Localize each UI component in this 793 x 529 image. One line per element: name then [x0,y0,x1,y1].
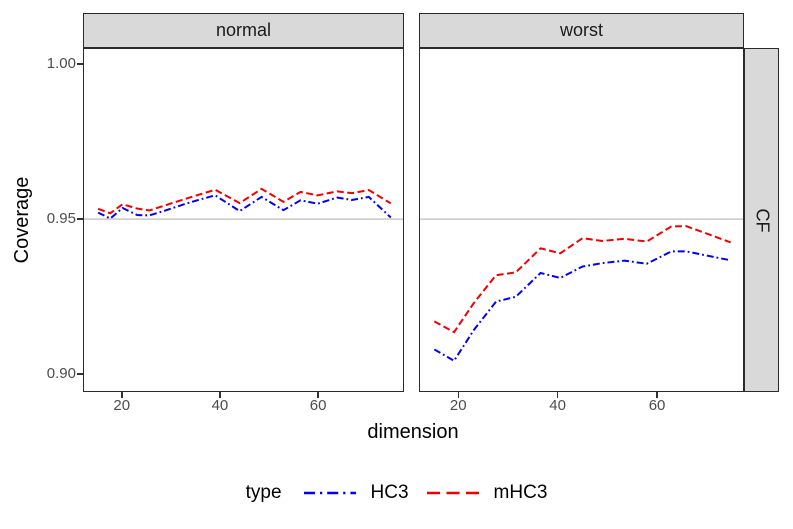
x-tick-mark [317,392,319,398]
facet-strip-normal: normal [83,13,404,48]
x-tick-mark [457,392,459,398]
x-tick-label: 40 [549,397,566,414]
y-tick-mark [77,63,83,65]
legend-key-hc3-icon [303,491,356,495]
panel-normal [83,48,404,392]
x-tick-mark [121,392,123,398]
facet-strip-label: normal [215,20,272,40]
legend: type HC3 mHC3 [0,477,793,509]
x-tick-mark [656,392,658,398]
legend-label: mHC3 [493,482,548,503]
x-tick-label: 60 [309,397,327,414]
legend-item-mhc3: mHC3 [425,482,548,504]
panel-worst-plot [420,218,743,363]
x-tick-label: 40 [211,397,229,414]
legend-items: HC3 mHC3 [302,482,548,504]
x-tick-label: 20 [113,397,131,414]
facet-strip-label: worst [559,20,603,40]
x-tick-mark [219,392,221,398]
x-axis-title: dimension [367,421,459,443]
y-tick-label: 0.90 [46,365,76,383]
legend-label: HC3 [370,482,409,503]
panel-worst [419,48,744,392]
legend-key-mhc3-icon [426,491,479,495]
panel-normal-plot [84,187,403,220]
facet-strip-cf: CF [744,48,779,392]
x-tick-mark [556,392,559,398]
y-tick-mark [77,373,83,375]
facet-strip-label: CF [752,208,772,232]
series-line-HC3-normal [97,194,392,220]
x-tick-label: 60 [648,397,666,414]
y-tick-label: 0.95 [46,210,76,228]
series-line-mHC3-worst [433,225,732,334]
y-tick-mark [77,218,83,220]
series-line-HC3-worst [433,250,731,363]
facet-strip-worst: worst [419,13,744,48]
x-tick-label: 20 [449,397,467,414]
legend-item-hc3: HC3 [302,482,409,504]
series-line-mHC3-normal [97,187,392,215]
y-tick-label: 1.00 [46,55,76,73]
legend-title: type [245,482,282,503]
